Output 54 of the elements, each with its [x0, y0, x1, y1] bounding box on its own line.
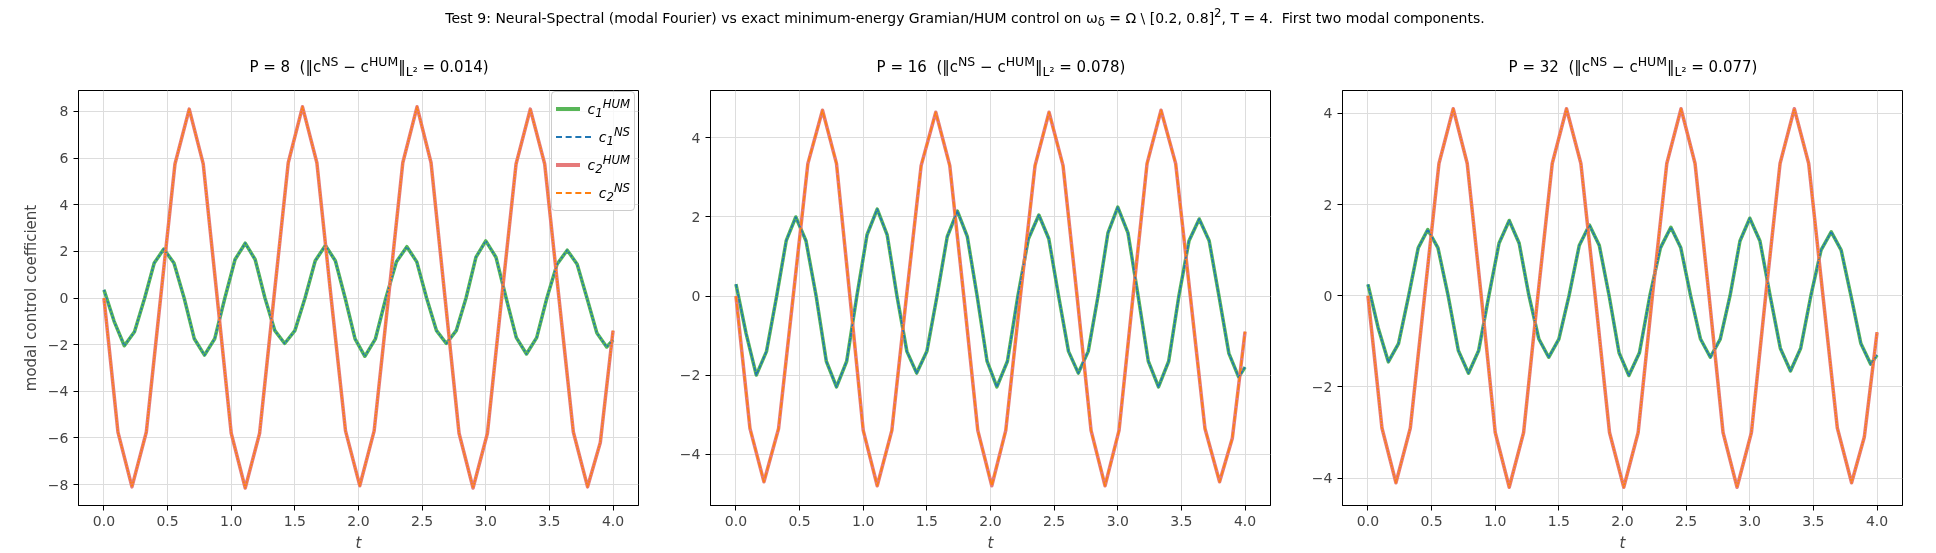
x-tick-label: 4.0	[601, 512, 625, 529]
x-tick-label: 1.5	[915, 512, 938, 529]
y-tick-label: −4	[1311, 470, 1333, 487]
x-tick-label: 3.5	[538, 512, 561, 529]
y-tick-label: −6	[47, 429, 69, 446]
x-tick-label: 2.0	[1611, 512, 1634, 529]
x-tick-label: 0.5	[156, 512, 179, 529]
x-tick-label: 3.0	[1106, 512, 1129, 529]
x-tick-label: 0.0	[724, 512, 748, 529]
x-tick-label: 0.5	[1420, 512, 1443, 529]
y-tick-label: 2	[59, 243, 69, 260]
x-axis-title: t	[1619, 533, 1627, 552]
x-axis-title: t	[355, 533, 363, 552]
y-tick-label: 2	[691, 208, 701, 225]
x-tick-label: 1.0	[1484, 512, 1507, 529]
x-tick-label: 1.0	[220, 512, 243, 529]
y-tick-label: 0	[1323, 287, 1333, 304]
y-tick-label: 2	[1323, 196, 1333, 213]
y-tick-label: 4	[59, 196, 69, 213]
x-tick-label: 3.0	[474, 512, 497, 529]
y-tick-label: −8	[47, 476, 69, 493]
x-tick-label: 2.0	[347, 512, 370, 529]
y-tick-label: 8	[59, 103, 69, 120]
x-tick-label: 4.0	[1233, 512, 1257, 529]
chart-title: P = 32 (‖c$^{NS}$ − c$^{HUM}$‖$_{L²}$ = 0.077)	[1507, 53, 1759, 81]
x-tick-label: 3.0	[1738, 512, 1761, 529]
y-tick-label: 4	[1323, 105, 1333, 122]
x-tick-label: 2.5	[1043, 512, 1066, 529]
chart-title: P = 16 (‖c$^{NS}$ − c$^{HUM}$‖$_{L²}$ = 0.078)	[875, 53, 1127, 81]
y-tick-label: −2	[1311, 378, 1333, 395]
x-tick-label: 0.5	[788, 512, 811, 529]
x-tick-label: 3.5	[1802, 512, 1825, 529]
y-tick-label: −4	[47, 383, 69, 400]
x-tick-label: 1.5	[1547, 512, 1570, 529]
y-tick-label: 4	[691, 129, 701, 146]
y-tick-label: 0	[691, 288, 701, 305]
y-tick-label: −2	[679, 367, 701, 384]
x-axis-title: t	[987, 533, 995, 552]
x-tick-label: 2.0	[979, 512, 1002, 529]
x-tick-label: 0.0	[1356, 512, 1380, 529]
x-tick-label: 2.5	[1675, 512, 1698, 529]
x-tick-label: 0.0	[92, 512, 116, 529]
x-tick-label: 4.0	[1865, 512, 1889, 529]
y-tick-label: 0	[59, 290, 69, 306]
x-tick-label: 1.5	[283, 512, 306, 529]
x-tick-label: 2.5	[411, 512, 434, 529]
x-tick-label: 1.0	[852, 512, 875, 529]
y-tick-label: −2	[47, 336, 69, 353]
text: Test 9: Neural-Spectral (modal Fourier) vs exact minimum-energy Gramian/HUM control on ω$_{δ}$ = Ω \ [0.2, 0.8]$^{2}$, T = 4. First two modal components.	[444, 5, 1486, 32]
y-tick-label: −4	[679, 446, 701, 463]
y-tick-label: 6	[59, 150, 69, 167]
x-tick-label: 3.5	[1170, 512, 1193, 529]
y-axis-title: modal control coefficient	[21, 204, 40, 392]
chart-title: P = 8 (‖c$^{NS}$ − c$^{HUM}$‖$_{L²}$ = 0.014)	[248, 53, 490, 81]
